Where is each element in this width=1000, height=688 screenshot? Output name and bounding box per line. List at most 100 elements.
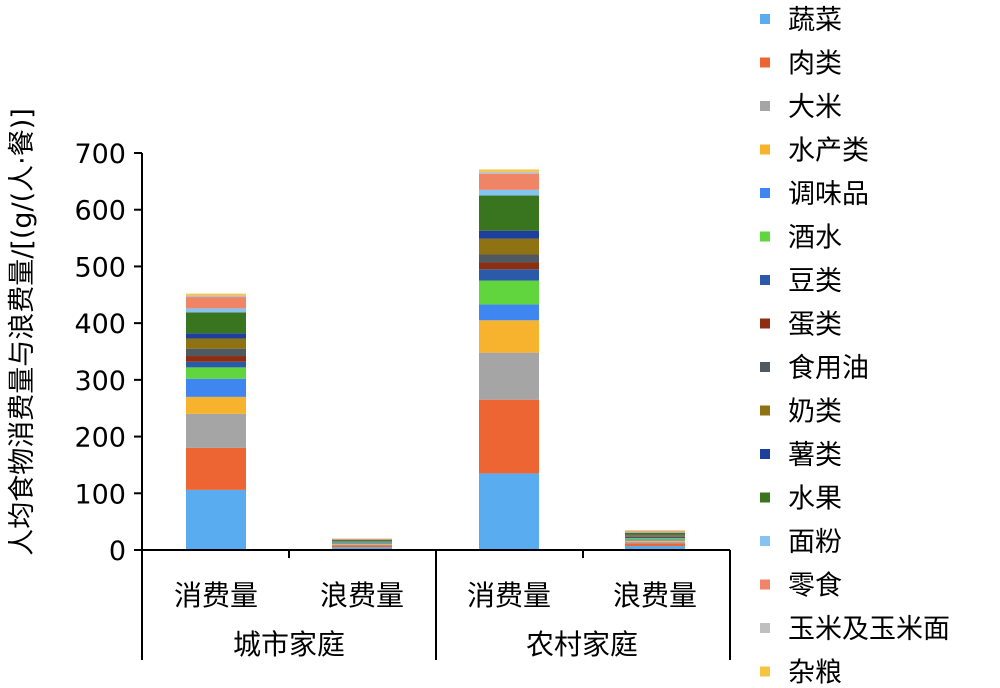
bar-segment-1-9: [186, 348, 246, 357]
bar-segment-1-7: [186, 361, 246, 368]
legend-swatch: [760, 449, 770, 459]
bar-segment-3-9: [479, 254, 539, 263]
bar-segment-4-12: [625, 532, 685, 535]
bar-segment-3-12: [479, 195, 539, 231]
bar-segment-1-3: [186, 413, 246, 448]
bar-segment-3-14: [479, 173, 539, 190]
legend-label: 肉类: [788, 49, 842, 80]
legend-label: 杂粮: [788, 658, 842, 688]
bar-segment-1-11: [186, 333, 246, 339]
bar-segment-3-15: [479, 171, 539, 174]
bar-segment-1-13: [186, 308, 246, 313]
bar-segment-1-1: [186, 489, 246, 550]
legend-swatch: [760, 275, 770, 285]
legend-label: 奶类: [788, 397, 842, 428]
x-tick-label: 浪费量: [320, 579, 404, 612]
bar-segment-2-3: [332, 544, 392, 546]
bar-segment-4-9: [625, 536, 685, 537]
legend-swatch: [760, 101, 770, 111]
x-tick-label: 消费量: [467, 579, 551, 612]
legend-swatch: [760, 362, 770, 372]
bar-segment-3-5: [479, 304, 539, 321]
bar-segment-4-6: [625, 538, 685, 540]
bar-segment-1-5: [186, 378, 246, 397]
bar-segment-3-13: [479, 189, 539, 196]
legend-swatch: [760, 14, 770, 24]
y-tick-label: 700: [74, 139, 126, 170]
bar-segment-1-6: [186, 367, 246, 379]
bar-segment-3-4: [479, 320, 539, 353]
group-label: 农村家庭: [526, 628, 638, 661]
bar-segment-3-3: [479, 352, 539, 400]
bar-segment-4-10: [625, 535, 685, 537]
bar-segment-2-5: [332, 543, 392, 545]
y-tick-label: 300: [74, 366, 126, 397]
legend-swatch: [760, 318, 770, 329]
bar-segment-2-10: [332, 541, 392, 542]
bar-segment-4-3: [625, 541, 685, 544]
legend-label: 玉米及玉米面: [788, 614, 950, 645]
bar-segment-2-12: [332, 539, 392, 541]
x-tick-label: 浪费量: [613, 579, 697, 612]
group-label: 城市家庭: [233, 628, 345, 661]
legend-label: 蔬菜: [788, 5, 842, 36]
bar-segment-1-2: [186, 447, 246, 490]
bar-segment-1-4: [186, 396, 246, 414]
bar-segment-2-14: [332, 538, 392, 540]
legend-label: 豆类: [788, 266, 842, 297]
bar-segment-3-8: [479, 262, 539, 270]
y-tick-label: 400: [74, 309, 126, 340]
bar-segment-1-10: [186, 338, 246, 349]
bar-segment-1-14: [186, 297, 246, 309]
legend-label: 面粉: [788, 527, 842, 558]
legend-swatch: [760, 231, 770, 242]
bar-segment-4-8: [625, 536, 685, 538]
bar-segment-2-1: [332, 547, 392, 550]
bar-segment-4-14: [625, 531, 685, 533]
bar-segment-2-6: [332, 542, 392, 544]
bar-segment-1-12: [186, 312, 246, 334]
legend-label: 零食: [788, 571, 842, 602]
bar-segment-3-16: [479, 169, 539, 172]
bar-segment-4-4: [625, 540, 685, 542]
bar-segment-3-10: [479, 238, 539, 255]
bar-segment-4-11: [625, 534, 685, 536]
legend-swatch: [760, 144, 770, 155]
bar-segment-2-2: [332, 545, 392, 548]
legend-label: 水产类: [788, 136, 869, 167]
legend-swatch: [760, 492, 770, 503]
bar-segment-4-1: [625, 546, 685, 550]
bar-segment-3-1: [479, 473, 539, 550]
legend-label: 薯类: [788, 440, 842, 471]
y-axis-label: 人均食物消费量与浪费量/[(g/(人·餐)]: [7, 108, 38, 556]
legend-swatch: [760, 188, 770, 198]
bars-layer: [186, 169, 685, 550]
y-tick-label: 100: [74, 479, 126, 510]
legend-label: 大米: [788, 92, 842, 123]
x-tick-label: 消费量: [174, 579, 258, 612]
legend-swatch: [760, 623, 770, 633]
bar-segment-4-5: [625, 539, 685, 541]
legend-label: 食用油: [788, 353, 869, 384]
bar-segment-4-13: [625, 532, 685, 533]
bar-segment-3-2: [479, 399, 539, 474]
bar-segment-4-2: [625, 543, 685, 547]
legend-swatch: [760, 405, 770, 416]
bar-segment-3-7: [479, 269, 539, 281]
bar-segment-3-6: [479, 280, 539, 305]
y-tick-label: 200: [74, 423, 126, 454]
bar-segment-2-4: [332, 544, 392, 545]
y-tick-label: 600: [74, 196, 126, 227]
legend-swatch: [760, 666, 770, 677]
y-tick-label: 0: [109, 536, 126, 567]
bar-segment-4-15: [625, 530, 685, 532]
legend-label: 水果: [788, 484, 842, 515]
legend-label: 蛋类: [788, 310, 842, 341]
legend-swatch: [760, 57, 770, 68]
legend-label: 调味品: [788, 179, 869, 210]
bar-segment-4-7: [625, 537, 685, 539]
bar-segment-1-15: [186, 295, 246, 298]
